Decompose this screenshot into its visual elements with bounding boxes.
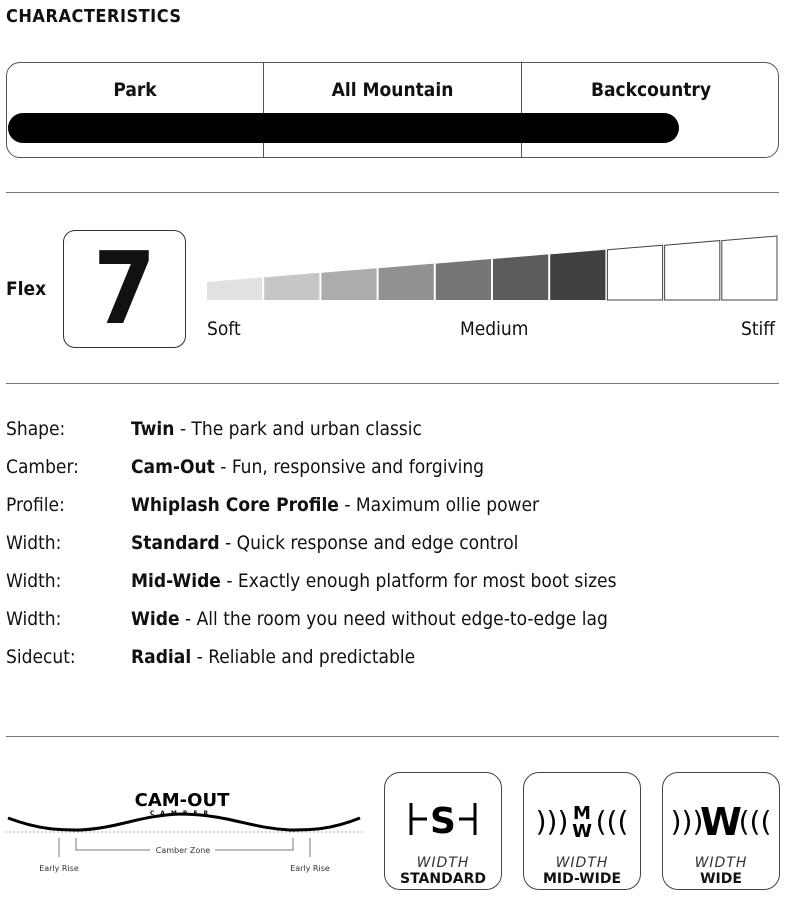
spec-value: Wide - All the room you need without edg… <box>131 608 608 630</box>
spec-value: Standard - Quick response and edge contr… <box>131 532 518 554</box>
svg-text:W: W <box>572 821 592 842</box>
spec-row: Profile: Whiplash Core Profile - Maximum … <box>6 494 786 524</box>
svg-text:(((: ((( <box>596 805 629 838</box>
flex-segment <box>378 263 434 300</box>
width-mid-wide-badge: ))) (((M W WIDTH MID-WIDE <box>523 772 641 890</box>
spec-row: Camber: Cam-Out - Fun, responsive and for… <box>6 456 786 486</box>
terrain-all-mountain: All Mountain <box>264 63 522 157</box>
camber-logo: CAM-OUT <box>135 790 230 811</box>
spec-key: Camber: <box>6 456 79 478</box>
flex-segment <box>493 254 549 300</box>
svg-text:))): ))) <box>536 805 569 838</box>
spec-name: Wide <box>131 608 180 630</box>
spec-desc: - Fun, responsive and forgiving <box>214 456 485 478</box>
width-mid-wide-label: MID-WIDE <box>542 871 622 887</box>
divider <box>6 736 779 737</box>
flex-segment <box>606 244 664 301</box>
flex-scale <box>207 235 778 301</box>
spec-value: Twin - The park and urban classic <box>131 418 422 440</box>
spec-key: Width: <box>6 532 62 554</box>
spec-desc: - Exactly enough platform for most boot … <box>220 570 617 592</box>
early-rise-left: Early Rise <box>39 864 79 873</box>
flex-stiff: Stiff <box>741 318 776 340</box>
flex-segment <box>435 259 491 300</box>
camber-diagram: CAM-OUT CAMBER Camber Zone Early Rise Ea… <box>5 790 365 873</box>
flex-soft: Soft <box>207 318 241 340</box>
width-wide-badge: ))) (((W WIDTH WIDE <box>662 772 780 890</box>
spec-row: Width: Mid-Wide - Exactly enough platform… <box>6 570 786 600</box>
divider <box>6 192 779 193</box>
width-standard-badge: S WIDTH STANDARD <box>384 772 502 890</box>
spec-value: Mid-Wide - Exactly enough platform for m… <box>131 570 616 592</box>
spec-key: Sidecut: <box>6 646 76 668</box>
spec-desc: - Maximum ollie power <box>338 494 540 516</box>
spec-row: Shape: Twin - The park and urban classic <box>6 418 786 448</box>
divider <box>6 383 779 384</box>
flex-label: Flex <box>6 278 47 300</box>
spec-name: Standard <box>131 532 220 554</box>
spec-row: Width: Wide - All the room you need witho… <box>6 608 786 638</box>
spec-desc: - Quick response and edge control <box>219 532 519 554</box>
spec-key: Width: <box>6 608 62 630</box>
width-wide-icon: ))) (((W <box>671 800 772 844</box>
spec-name: Cam-Out <box>131 456 215 478</box>
terrain-bar <box>8 113 679 143</box>
spec-value: Radial - Reliable and predictable <box>131 646 415 668</box>
flex-segment <box>264 272 320 300</box>
flex-segment <box>321 268 377 300</box>
terrain-chart: Park All Mountain Backcountry <box>6 62 779 158</box>
spec-key: Profile: <box>6 494 65 516</box>
flex-medium: Medium <box>460 318 529 340</box>
svg-text:W: W <box>700 800 742 844</box>
flex-segment <box>721 235 778 301</box>
spec-value: Whiplash Core Profile - Maximum ollie po… <box>131 494 539 516</box>
width-label: WIDTH <box>694 855 748 871</box>
flex-segment <box>664 240 721 301</box>
flex-segment <box>207 277 263 300</box>
svg-text:))): ))) <box>671 805 703 838</box>
terrain-backcountry: Backcountry <box>590 79 712 101</box>
spec-desc: - The park and urban classic <box>174 418 422 440</box>
svg-text:(((: ((( <box>739 805 771 838</box>
spec-key: Width: <box>6 570 62 592</box>
spec-name: Mid-Wide <box>131 570 221 592</box>
camber-zone-label: Camber Zone <box>156 846 211 855</box>
spec-desc: - Reliable and predictable <box>191 646 416 668</box>
svg-text:S: S <box>430 801 456 842</box>
svg-text:M: M <box>573 803 591 824</box>
spec-name: Radial <box>131 646 192 668</box>
spec-key: Shape: <box>6 418 66 440</box>
spec-name: Twin <box>131 418 175 440</box>
width-label: WIDTH <box>555 855 609 871</box>
spec-desc: - All the room you need without edge-to-… <box>179 608 608 630</box>
spec-name: Whiplash Core Profile <box>131 494 339 516</box>
flex-value: 7 <box>63 230 186 348</box>
spec-row: Width: Standard - Quick response and edge… <box>6 532 786 562</box>
width-wide-label: WIDE <box>700 871 742 887</box>
width-standard-icon: S <box>409 801 477 842</box>
early-rise-right: Early Rise <box>290 864 330 873</box>
width-standard-label: STANDARD <box>400 871 486 887</box>
width-mid-wide-icon: ))) (((MW <box>536 803 629 842</box>
terrain-park: Park <box>7 63 264 157</box>
width-label: WIDTH <box>416 855 470 871</box>
section-title: CHARACTERISTICS <box>6 6 182 27</box>
flex-segment <box>550 249 606 300</box>
spec-row: Sidecut: Radial - Reliable and predictabl… <box>6 646 786 676</box>
spec-value: Cam-Out - Fun, responsive and forgiving <box>131 456 484 478</box>
